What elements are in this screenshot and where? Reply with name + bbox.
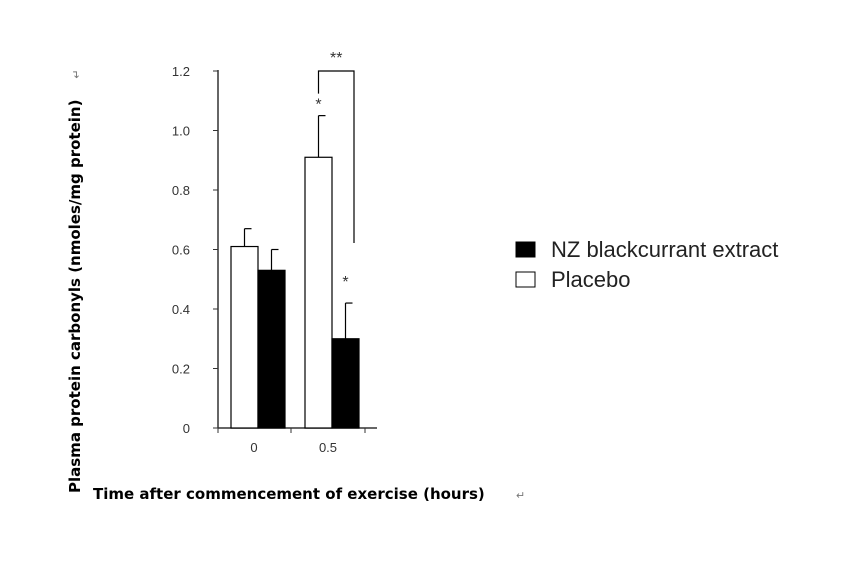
y-tick-label: 1.2 <box>172 64 190 79</box>
legend-swatch <box>515 241 536 258</box>
bar <box>304 156 333 429</box>
y-tick-label: 0 <box>183 421 190 436</box>
legend-label: Placebo <box>551 267 631 292</box>
bar <box>257 269 286 429</box>
x-axis-title-paragraph-mark: ↵ <box>516 490 525 502</box>
y-tick-label: 1.0 <box>172 124 190 139</box>
y-tick-label: 0.6 <box>172 243 190 258</box>
y-tick-label: 0.2 <box>172 362 190 377</box>
y-axis-title: Plasma protein carbonyls (nmoles/mg prot… <box>66 100 84 493</box>
bar <box>230 245 259 429</box>
x-tick-label: 0.5 <box>319 440 337 455</box>
y-tick-label: 0.8 <box>172 183 190 198</box>
significance-bracket <box>317 70 355 244</box>
y-tick-label: 0.4 <box>172 302 190 317</box>
legend-swatch <box>515 271 536 288</box>
legend-label: NZ blackcurrant extract <box>551 237 778 262</box>
y-axis-title-paragraph-mark: ↵ <box>71 69 83 78</box>
significance-star-extract: * <box>342 274 348 291</box>
x-axis-title: Time after commencement of exercise (hou… <box>93 485 485 503</box>
significance-double-star: ** <box>330 50 342 67</box>
significance-star-placebo: * <box>315 97 321 114</box>
x-tick-label: 0 <box>250 440 257 455</box>
bar <box>331 338 360 429</box>
